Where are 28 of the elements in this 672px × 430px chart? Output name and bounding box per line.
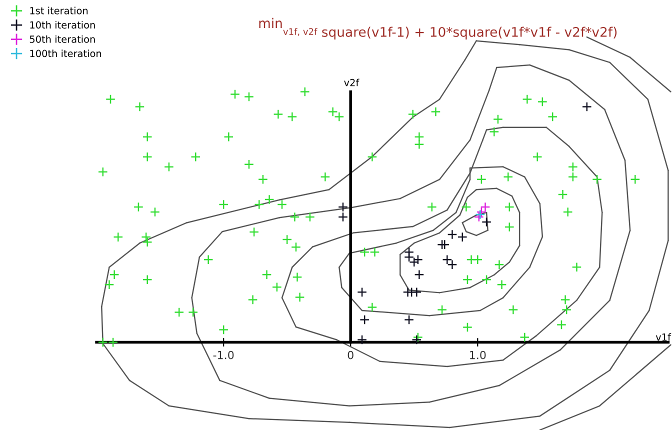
point bbox=[442, 254, 452, 265]
point bbox=[357, 334, 368, 345]
point bbox=[404, 252, 414, 262]
point bbox=[338, 202, 348, 212]
chart-title: minv1f, v2f square(v1f-1) + 10*square(v1f*v1f - v2f*v2f) bbox=[259, 18, 617, 40]
legend-label: 10th iteration bbox=[30, 21, 95, 29]
legend-label: 50th iteration bbox=[30, 35, 95, 43]
point bbox=[409, 257, 420, 268]
point bbox=[338, 212, 348, 222]
x-tick-label: 0 bbox=[348, 350, 354, 360]
point bbox=[360, 314, 370, 325]
point bbox=[437, 240, 448, 250]
point bbox=[357, 287, 368, 298]
point bbox=[447, 260, 458, 270]
y-axis-title: v2f bbox=[344, 78, 360, 86]
legend-label: 1st iteration bbox=[30, 6, 88, 14]
legend-label: 100th iteration bbox=[30, 50, 102, 58]
x-tick-label: 1.0 bbox=[470, 350, 486, 360]
point bbox=[404, 314, 414, 325]
point bbox=[412, 287, 422, 298]
x-axis-title: v1f bbox=[656, 333, 672, 341]
point bbox=[582, 102, 592, 112]
point bbox=[447, 230, 458, 240]
point bbox=[414, 270, 424, 280]
point bbox=[457, 232, 468, 242]
x-tick-label: -1.0 bbox=[213, 350, 234, 360]
point bbox=[482, 217, 492, 228]
point bbox=[412, 334, 422, 345]
